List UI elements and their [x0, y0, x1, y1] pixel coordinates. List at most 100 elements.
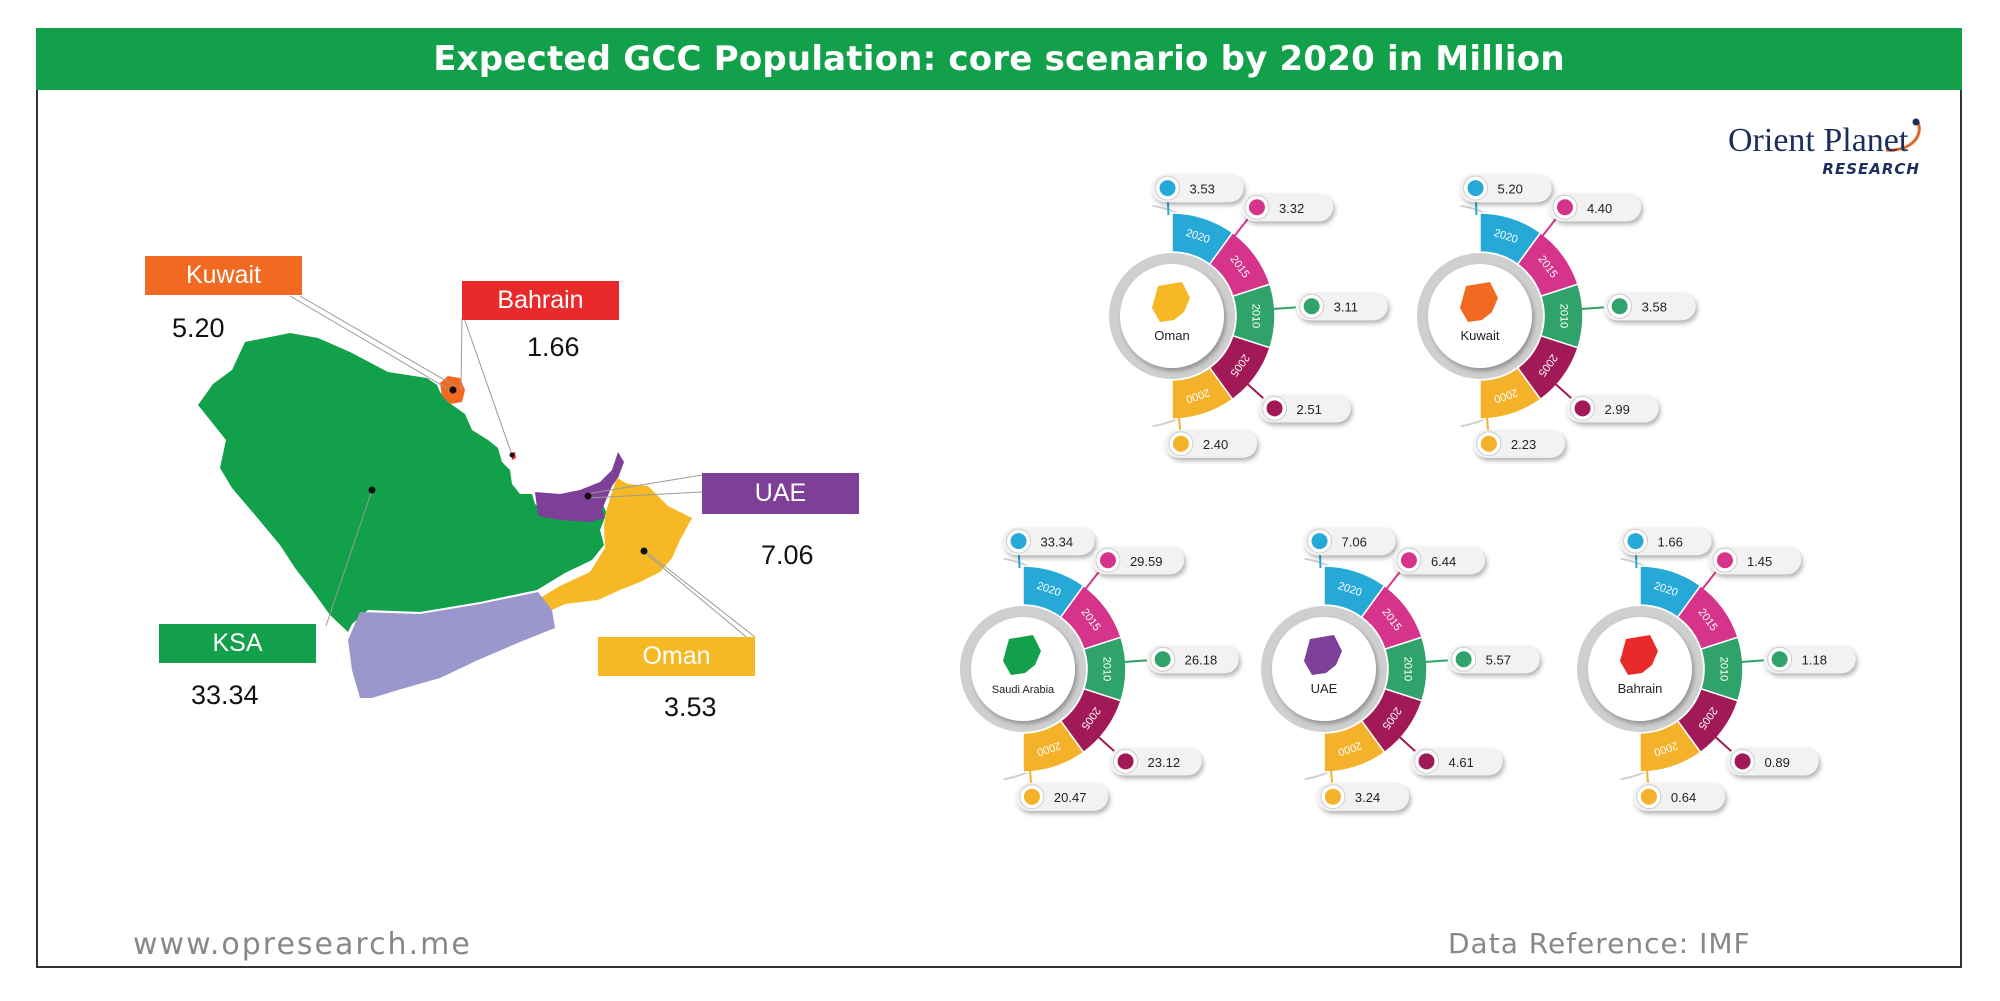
value-pill-dot [1611, 298, 1628, 315]
map-label-uae: UAE [702, 473, 859, 514]
dial-year-label: 2010 [1250, 304, 1262, 328]
value-pill-dot [1716, 552, 1733, 569]
value-pill-dot [1324, 788, 1341, 805]
value-pill-dot [1172, 435, 1189, 452]
value-pill-dot [1771, 651, 1788, 668]
dial-value-label: 3.11 [1334, 300, 1358, 315]
dial-value-label: 4.61 [1449, 755, 1474, 770]
map-label-ksa: KSA [159, 624, 316, 663]
value-pill-dot [1311, 533, 1328, 550]
map-value-ksa: 33.34 [191, 680, 259, 710]
dial-value-label: 1.18 [1802, 653, 1827, 668]
value-pill-dot [1400, 552, 1417, 569]
dial-value-label: 3.58 [1642, 300, 1667, 315]
dial-segment-2000 [1171, 366, 1234, 420]
map-value-uae: 7.06 [761, 540, 814, 570]
dial-country-name: UAE [1311, 681, 1338, 696]
data-reference: Data Reference: IMF [1448, 927, 1751, 960]
map-value-bahrain: 1.66 [527, 332, 580, 362]
dial-value-label: 23.12 [1148, 755, 1181, 770]
country-shape-icon [1003, 635, 1041, 675]
map-leader-lines [289, 295, 756, 641]
dial-value-label: 2.40 [1203, 437, 1228, 452]
map-value-kuwait: 5.20 [172, 313, 225, 343]
dial-value-label: 3.53 [1190, 182, 1215, 197]
value-pill-dot [1627, 533, 1644, 550]
value-pill-dot [1640, 788, 1657, 805]
page-title: Expected GCC Population: core scenario b… [433, 39, 1565, 79]
dial-value-label: 1.66 [1658, 535, 1683, 550]
map-label-bahrain: Bahrain [462, 281, 619, 320]
dial-value-label: 6.44 [1431, 554, 1456, 569]
country-shape-icon [1304, 635, 1342, 675]
value-pill-dot [1303, 298, 1320, 315]
dial-segment-2000 [1479, 366, 1542, 420]
dial-year-label: 2010 [1718, 657, 1730, 681]
dial-value-label: 2.23 [1511, 437, 1536, 452]
dial-value-label: 2.51 [1297, 402, 1322, 417]
title-bar: Expected GCC Population: core scenario b… [36, 28, 1962, 90]
logo-orbit-icon [1885, 118, 1921, 152]
value-pill-dot [1480, 435, 1497, 452]
value-pill-dot [1418, 753, 1435, 770]
dial-segment-2000 [1639, 719, 1702, 773]
value-pill-dot [1099, 552, 1116, 569]
dial-value-label: 20.47 [1054, 790, 1087, 805]
map-point-markers [368, 386, 648, 555]
value-pill-dot [1023, 788, 1040, 805]
dial-value-label: 0.89 [1765, 755, 1790, 770]
map-region-uae [535, 452, 624, 522]
value-pill-dot [1248, 199, 1265, 216]
dial-segment-2000 [1323, 719, 1386, 773]
dial-value-label: 5.57 [1486, 653, 1511, 668]
dial-value-label: 5.20 [1498, 182, 1523, 197]
dial-value-label: 4.40 [1587, 201, 1612, 216]
dial-value-label: 7.06 [1342, 535, 1367, 550]
country-shape-icon [1620, 635, 1658, 675]
value-pill-dot [1010, 533, 1027, 550]
dial-year-label: 2010 [1402, 657, 1414, 681]
dial-value-label: 33.34 [1041, 535, 1074, 550]
dial-value-label: 1.45 [1747, 554, 1772, 569]
dial-year-label: 2010 [1101, 657, 1113, 681]
dial-year-label: 2010 [1558, 304, 1570, 328]
value-pill-dot [1154, 651, 1171, 668]
value-pill-dot [1266, 400, 1283, 417]
dial-value-label: 2.99 [1605, 402, 1630, 417]
dial-country-name: Kuwait [1460, 328, 1499, 343]
dial-country-name: Saudi Arabia [992, 684, 1055, 696]
map-region-ksa [198, 333, 606, 632]
dial-country-name: Bahrain [1618, 681, 1663, 696]
value-pill-dot [1455, 651, 1472, 668]
dial-value-label: 26.18 [1185, 653, 1218, 668]
value-pill-dot [1734, 753, 1751, 770]
dial-country-name: Oman [1154, 328, 1189, 343]
dial-value-label: 0.64 [1671, 790, 1696, 805]
dial-segment-2000 [1022, 719, 1085, 773]
logo-subtitle: RESEARCH [1822, 160, 1920, 178]
map-label-oman: Oman [598, 637, 755, 676]
value-pill-dot [1159, 180, 1176, 197]
value-pill-dot [1117, 753, 1134, 770]
map-region-yemen [348, 592, 555, 698]
orient-planet-logo: Orient Planet RESEARCH [1728, 118, 1928, 188]
country-shape-icon [1460, 282, 1498, 322]
value-pill-dot [1574, 400, 1591, 417]
country-shape-icon [1152, 282, 1190, 322]
map-region-oman [540, 478, 692, 610]
dial-value-label: 3.32 [1279, 201, 1304, 216]
map-value-oman: 3.53 [664, 692, 717, 722]
map-label-kuwait: Kuwait [145, 256, 302, 295]
dial-value-label: 29.59 [1130, 554, 1163, 569]
value-pill-dot [1467, 180, 1484, 197]
website-url[interactable]: www.opresearch.me [133, 927, 472, 962]
logo-name: Orient Planet [1728, 122, 1909, 159]
value-pill-dot [1556, 199, 1573, 216]
